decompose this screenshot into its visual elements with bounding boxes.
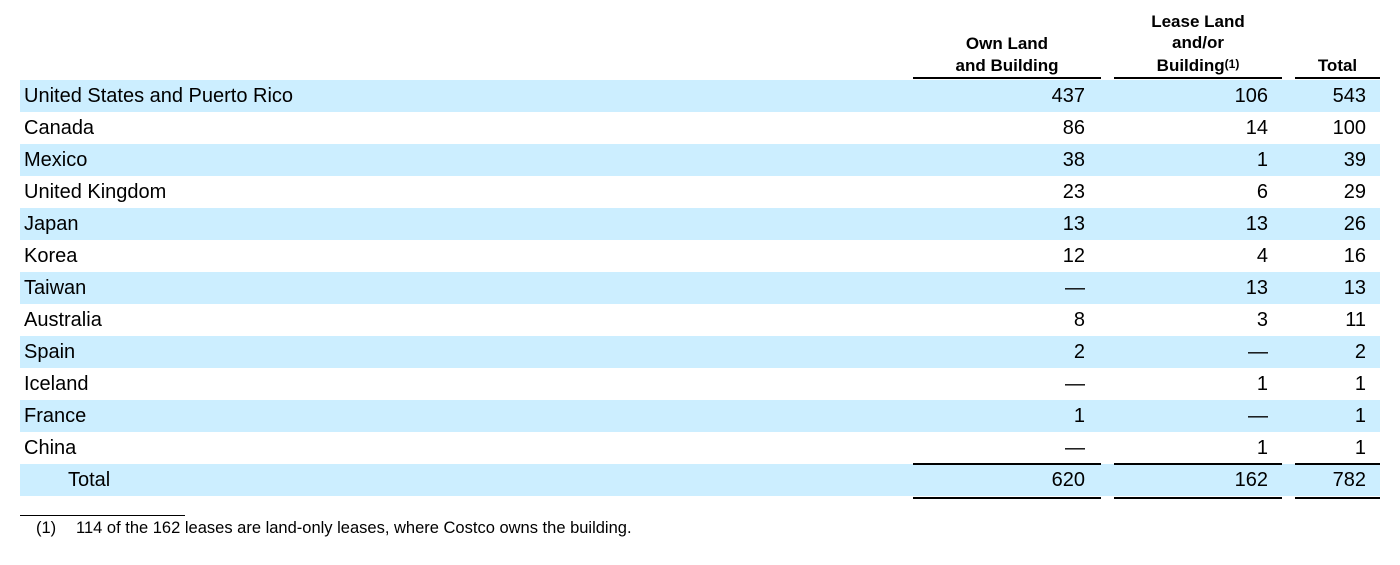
cell-lease: 162 (1234, 469, 1268, 491)
column-header-own-line2: and Building (955, 55, 1059, 75)
cell-own: — (1065, 373, 1085, 395)
row-label: Mexico (24, 149, 88, 171)
table-row: China — 1 1 (20, 432, 1380, 464)
column-header-lease-line3: Building(1) (1114, 54, 1282, 77)
total-top-rule-lease (1114, 463, 1282, 465)
total-row: Total 620 162 782 (20, 464, 1380, 496)
total-top-rule-total (1295, 463, 1380, 465)
row-label: Canada (24, 117, 95, 139)
row-label: France (24, 405, 87, 427)
cell-lease: — (1248, 341, 1268, 363)
row-label: Korea (24, 245, 78, 267)
row-label: Spain (24, 341, 76, 363)
cell-own: — (1065, 437, 1085, 459)
table-header: Own Land and Building Lease Land and/or … (0, 12, 1400, 80)
cell-lease: 3 (1256, 309, 1268, 331)
column-header-lease-word: Building (1156, 55, 1225, 75)
footnote-ref: (1) (1224, 56, 1240, 71)
footnote: (1) 114 of the 162 leases are land-only l… (36, 516, 632, 540)
cell-total: 26 (1343, 213, 1366, 235)
row-label: United States and Puerto Rico (24, 85, 294, 107)
total-bottom-rule-lease (1114, 497, 1282, 499)
footnote-text: 114 of the 162 leases are land-only leas… (76, 519, 632, 537)
cell-own: 12 (1062, 245, 1085, 267)
cell-own: 2 (1073, 341, 1085, 363)
column-header-own-line1: Own Land (965, 34, 1049, 53)
cell-lease: 106 (1234, 85, 1268, 107)
row-label: Australia (24, 309, 102, 331)
table-row: Japan 13 13 26 (20, 208, 1380, 240)
table-body: United States and Puerto Rico 437 106 543 Ca… (20, 80, 1380, 496)
total-top-rule-own (913, 463, 1101, 465)
cell-total: 1 (1354, 373, 1366, 395)
cell-total: 543 (1332, 85, 1366, 107)
cell-own: — (1065, 277, 1085, 299)
table-row: Canada 86 14 100 (20, 112, 1380, 144)
footnote-mark: (1) (36, 519, 57, 537)
row-label: Japan (24, 213, 79, 235)
cell-own: 13 (1062, 213, 1085, 235)
table-row: Korea 12 4 16 (20, 240, 1380, 272)
footnote-rule (20, 515, 185, 516)
cell-total: 39 (1343, 149, 1366, 171)
cell-own: 38 (1062, 149, 1085, 171)
cell-lease: 4 (1256, 245, 1268, 267)
table-row: France 1 — 1 (20, 400, 1380, 432)
column-header-own-land-building: Own Land and Building (913, 33, 1101, 76)
cell-total: 100 (1332, 117, 1366, 139)
table-row: Australia 8 3 11 (20, 304, 1380, 336)
row-label: United Kingdom (24, 181, 167, 203)
column-header-lease-land-building: Lease Land and/or Building(1) (1114, 11, 1282, 77)
cell-lease: 1 (1256, 437, 1268, 459)
table-row: United States and Puerto Rico 437 106 543 (20, 80, 1380, 112)
table-row: Mexico 38 1 39 (20, 144, 1380, 176)
row-label: China (24, 437, 77, 459)
cell-total: 782 (1332, 469, 1366, 491)
row-label: Taiwan (24, 277, 87, 299)
cell-lease: 1 (1256, 373, 1268, 395)
header-rule-total (1295, 77, 1380, 79)
header-rule-own (913, 77, 1101, 79)
cell-total: 11 (1345, 309, 1366, 331)
column-header-total: Total (1317, 55, 1358, 75)
cell-total: 16 (1343, 245, 1366, 267)
cell-own: 8 (1073, 309, 1085, 331)
table-row: Taiwan — 13 13 (20, 272, 1380, 304)
cell-total: 1 (1354, 405, 1366, 427)
cell-total: 29 (1343, 181, 1366, 203)
cell-lease: 14 (1245, 117, 1268, 139)
row-label: Iceland (24, 373, 89, 395)
cell-own: 1 (1073, 405, 1085, 427)
cell-lease: 13 (1245, 213, 1268, 235)
cell-lease: 6 (1256, 181, 1268, 203)
cell-total: 1 (1354, 437, 1366, 459)
column-header-lease-line2: and/or (1172, 33, 1224, 52)
cell-lease: 13 (1245, 277, 1268, 299)
cell-lease: 1 (1256, 149, 1268, 171)
cell-total: 13 (1343, 277, 1366, 299)
table-row: Iceland — 1 1 (20, 368, 1380, 400)
total-bottom-rule-total (1295, 497, 1380, 499)
cell-total: 2 (1354, 341, 1366, 363)
cell-lease: — (1248, 405, 1268, 427)
header-rule-lease (1114, 77, 1282, 79)
table-row: United Kingdom 23 6 29 (20, 176, 1380, 208)
cell-own: 86 (1062, 117, 1085, 139)
cell-own: 437 (1051, 85, 1085, 107)
row-label: Total (68, 469, 111, 491)
column-header-lease-line1: Lease Land (1151, 11, 1245, 31)
cell-own: 620 (1051, 469, 1085, 491)
cell-own: 23 (1062, 181, 1085, 203)
table-row: Spain 2 — 2 (20, 336, 1380, 368)
total-bottom-rule-own (913, 497, 1101, 499)
